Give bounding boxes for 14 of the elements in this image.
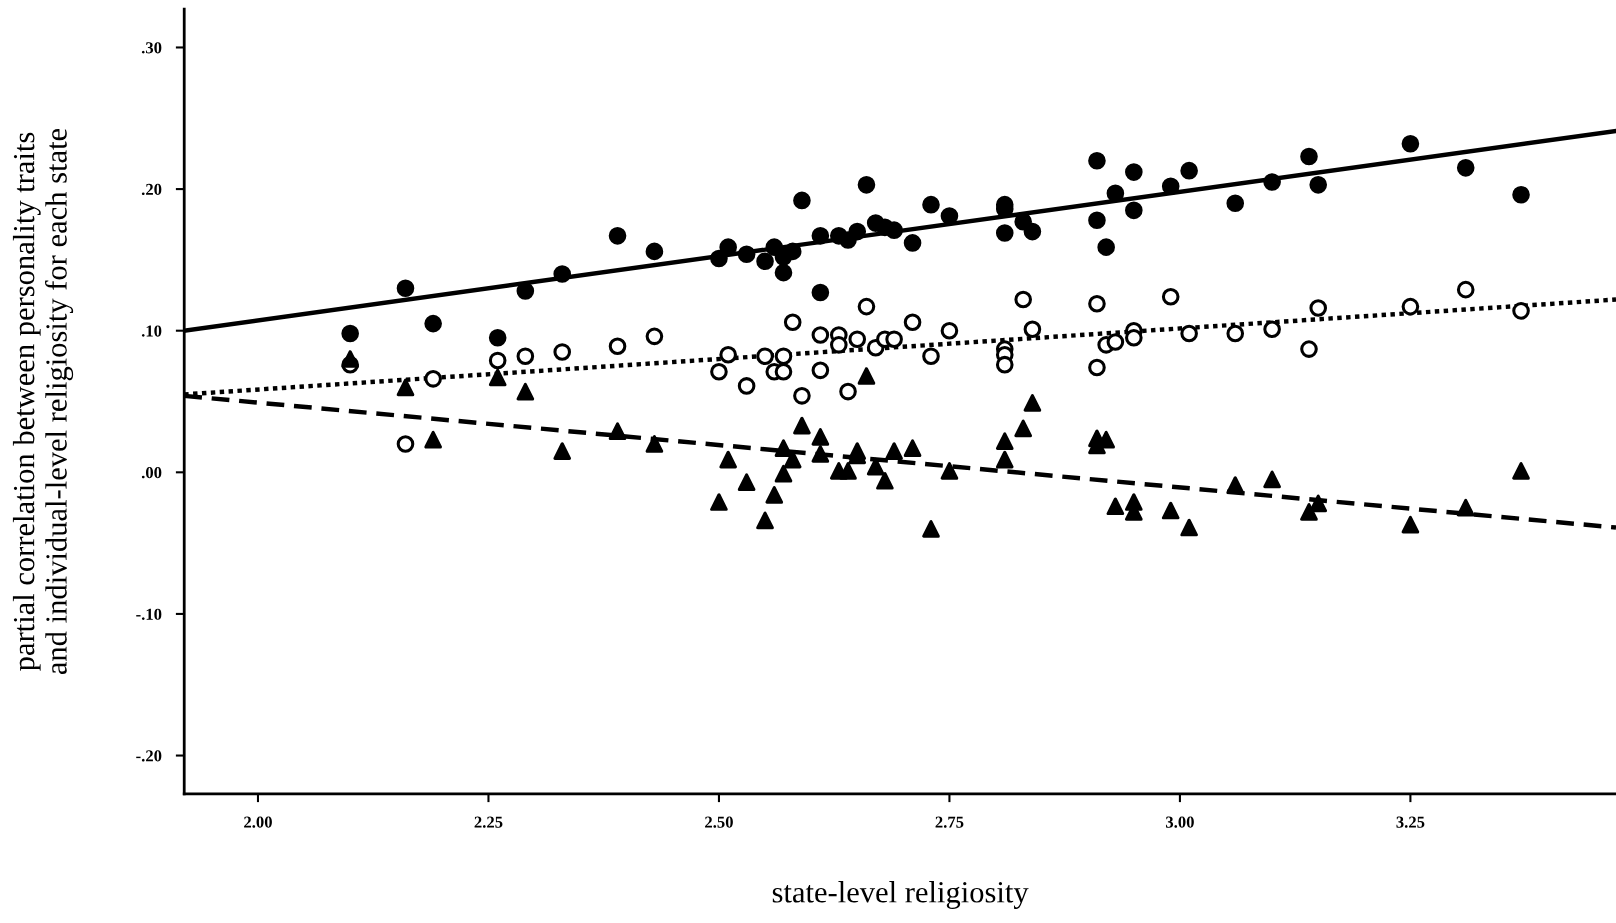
x-tick-label: 2.25 [474,816,503,828]
y-axis-title: partial correlation between personality traits and individual-level religiosity for each state [12,128,74,675]
y-tick-label: .30 [141,42,162,54]
x-tick-label: 3.00 [1165,816,1194,828]
y-tick-label: .20 [141,183,162,196]
x-tick-label: 2.00 [244,816,272,828]
y-tick-label: .00 [141,467,162,479]
x-tick-label: 2.50 [705,816,733,828]
y-tick-label: .10 [141,325,162,337]
x-tick-label: 2.75 [935,816,964,828]
y-tick-label: -.10 [136,608,162,620]
x-axis-title: state-level religiosity [772,881,1029,909]
y-tick-label: -.20 [136,750,162,762]
x-tick-label: 3.25 [1396,816,1425,828]
